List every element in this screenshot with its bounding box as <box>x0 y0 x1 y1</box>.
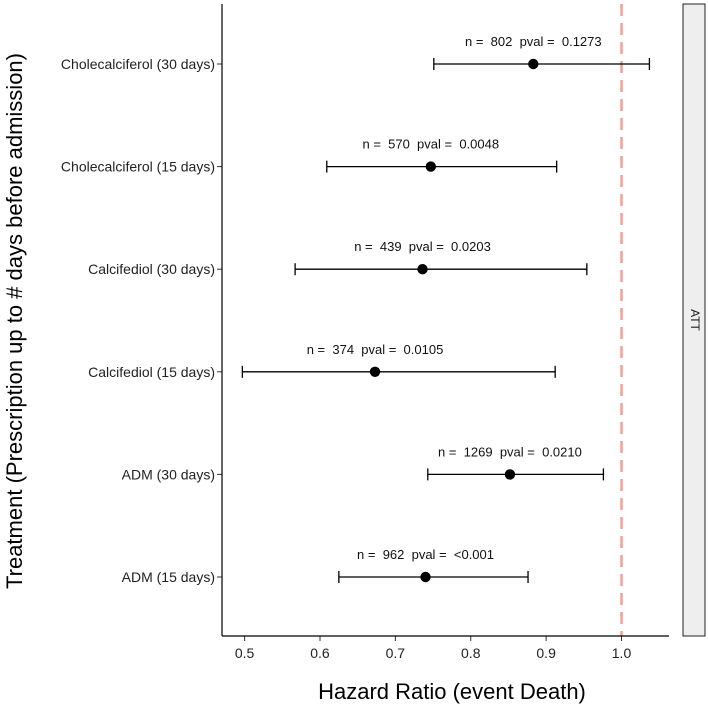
y-tick-label: Calcifediol (30 days) <box>88 261 215 277</box>
x-tick-label: 0.6 <box>310 645 330 661</box>
forest-row: n = 1269 pval = 0.0210 <box>427 444 605 481</box>
y-tick-label: ADM (15 days) <box>122 569 215 585</box>
hazard-ratio-point <box>528 58 539 70</box>
row-annotation: n = 962 pval = <0.001 <box>357 547 494 562</box>
x-tick-label: 0.7 <box>386 645 406 661</box>
hazard-ratio-point <box>420 571 431 583</box>
x-ticks <box>244 636 623 641</box>
y-tick-label: Cholecalciferol (15 days) <box>61 159 215 175</box>
y-tick-label: ADM (30 days) <box>122 466 215 482</box>
forest-row: n = 439 pval = 0.0203 <box>294 239 588 276</box>
x-tick-label: 1.0 <box>612 645 632 661</box>
row-annotation: n = 570 pval = 0.0048 <box>362 137 499 152</box>
row-annotation: n = 1269 pval = 0.0210 <box>438 444 582 459</box>
x-tick-label: 0.5 <box>235 645 255 661</box>
y-tick-labels: Cholecalciferol (30 days) Cholecalciferol… <box>61 56 215 585</box>
forest-row: n = 374 pval = 0.0105 <box>241 342 556 378</box>
row-annotation: n = 802 pval = 0.1273 <box>465 34 602 49</box>
data-rows: n = 802 pval = 0.1273 n = 570 pval = 0.00… <box>241 34 651 583</box>
y-tick-label: Cholecalciferol (30 days) <box>61 56 215 72</box>
y-tick-label: Calcifediol (15 days) <box>88 364 215 380</box>
hazard-ratio-point <box>425 161 437 172</box>
y-axis-title: Treatment (Prescription up to # days bef… <box>2 53 27 589</box>
hazard-ratio-point <box>504 469 516 480</box>
x-tick-label: 0.8 <box>461 645 481 661</box>
forest-row: n = 570 pval = 0.0048 <box>326 137 558 173</box>
y-ticks <box>217 63 222 578</box>
x-tick-labels: 0.5 0.6 0.7 0.8 0.9 1.0 <box>235 645 632 661</box>
facet-strip-label: ATT <box>688 309 702 331</box>
row-annotation: n = 439 pval = 0.0203 <box>354 239 491 254</box>
forest-row: n = 962 pval = <0.001 <box>338 547 529 583</box>
hazard-ratio-point <box>417 264 428 275</box>
forest-row: n = 802 pval = 0.1273 <box>433 34 651 70</box>
hazard-ratio-point <box>369 366 381 377</box>
x-axis-title: Hazard Ratio (event Death) <box>318 679 586 704</box>
row-annotation: n = 374 pval = 0.0105 <box>307 342 444 357</box>
x-tick-label: 0.9 <box>536 645 556 661</box>
facet-strip <box>682 3 706 637</box>
